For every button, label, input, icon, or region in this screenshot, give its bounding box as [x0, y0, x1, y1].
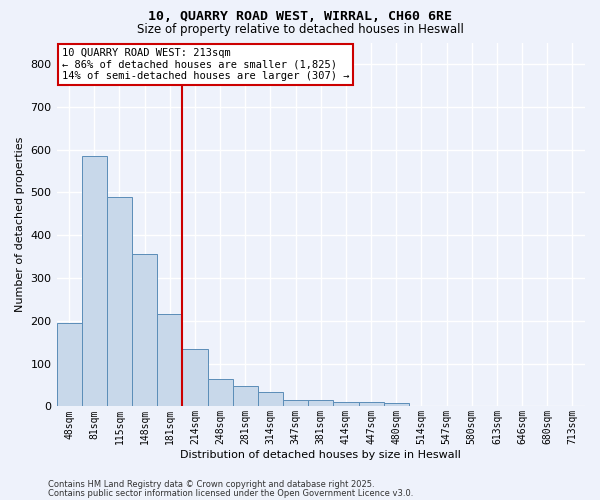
Text: Size of property relative to detached houses in Heswall: Size of property relative to detached ho… [137, 22, 463, 36]
Bar [208, 378, 233, 406]
Bar [334, 402, 359, 406]
Bar [258, 392, 283, 406]
Text: Contains HM Land Registry data © Crown copyright and database right 2025.: Contains HM Land Registry data © Crown c… [48, 480, 374, 489]
Text: 10, QUARRY ROAD WEST, WIRRAL, CH60 6RE: 10, QUARRY ROAD WEST, WIRRAL, CH60 6RE [148, 10, 452, 23]
Y-axis label: Number of detached properties: Number of detached properties [15, 137, 25, 312]
Text: 10 QUARRY ROAD WEST: 213sqm
← 86% of detached houses are smaller (1,825)
14% of : 10 QUARRY ROAD WEST: 213sqm ← 86% of det… [62, 48, 349, 81]
Bar [56, 323, 82, 406]
Text: Contains public sector information licensed under the Open Government Licence v3: Contains public sector information licen… [48, 488, 413, 498]
X-axis label: Distribution of detached houses by size in Heswall: Distribution of detached houses by size … [181, 450, 461, 460]
Bar [233, 386, 258, 406]
Bar [82, 156, 107, 406]
Bar [308, 400, 334, 406]
Bar [107, 196, 132, 406]
Bar [283, 400, 308, 406]
Bar [132, 254, 157, 406]
Bar [359, 402, 383, 406]
Bar [157, 314, 182, 406]
Bar [383, 403, 409, 406]
Bar [182, 350, 208, 406]
